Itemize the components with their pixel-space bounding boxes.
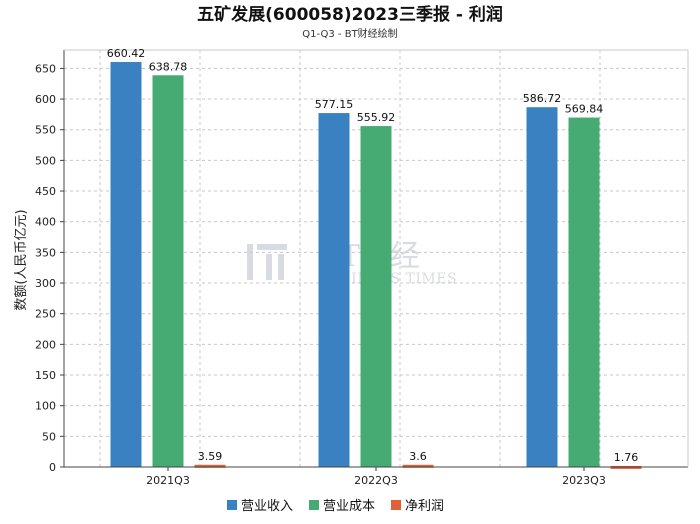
data-label: 660.42 — [107, 47, 146, 60]
watermark: BT财经 BUSINESS TIMES — [247, 239, 457, 287]
y-tick-label: 100 — [35, 400, 56, 413]
data-label: 638.78 — [149, 60, 188, 73]
y-tick-label: 350 — [35, 246, 56, 259]
y-tick-label: 250 — [35, 308, 56, 321]
y-tick-label: 550 — [35, 124, 56, 137]
data-label: 555.92 — [357, 111, 396, 124]
bar — [194, 464, 226, 468]
data-label: 3.6 — [409, 450, 427, 463]
axes: 0 50 100 150 200 250 300 350 400 450 500 550 600 650 2… — [35, 49, 689, 487]
bar — [318, 113, 350, 467]
legend-swatch — [391, 500, 401, 510]
y-tick-label: 500 — [35, 154, 56, 167]
y-tick-label: 450 — [35, 185, 56, 198]
data-label: 3.59 — [198, 450, 223, 463]
chart-title: 五矿发展(600058)2023三季报 - 利润 — [197, 4, 503, 25]
y-tick-label: 150 — [35, 369, 56, 382]
bar — [152, 75, 184, 467]
data-label: 569.84 — [565, 103, 604, 116]
legend-label: 营业成本 — [323, 499, 375, 514]
bt-logo-icon — [247, 244, 287, 280]
legend: 营业收入 营业成本 净利润 — [227, 499, 444, 514]
legend-swatch — [309, 500, 319, 510]
bar — [360, 126, 392, 467]
data-label: 586.72 — [523, 92, 562, 105]
y-tick-label: 50 — [42, 430, 56, 443]
y-tick-label: 0 — [49, 461, 56, 474]
legend-swatch — [227, 500, 237, 510]
y-tick-label: 300 — [35, 277, 56, 290]
bar — [568, 117, 600, 467]
data-label: 1.76 — [614, 451, 639, 464]
y-tick-label: 200 — [35, 338, 56, 351]
legend-label: 净利润 — [405, 499, 444, 514]
bar — [110, 62, 142, 468]
y-axis-label: 数额(人民币亿元) — [14, 209, 29, 310]
data-label: 577.15 — [315, 98, 354, 111]
y-tick-label: 650 — [35, 62, 56, 75]
x-tick-label: 2021Q3 — [146, 474, 190, 487]
chart-subtitle: Q1-Q3 - BT财经绘制 — [302, 27, 397, 40]
y-tick-label: 400 — [35, 216, 56, 229]
bar — [526, 107, 558, 468]
y-tick-label: 600 — [35, 93, 56, 106]
bar — [402, 464, 434, 468]
bars — [110, 62, 642, 469]
x-tick-label: 2022Q3 — [354, 474, 398, 487]
x-tick-label: 2023Q3 — [562, 474, 606, 487]
legend-label: 营业收入 — [241, 499, 293, 514]
